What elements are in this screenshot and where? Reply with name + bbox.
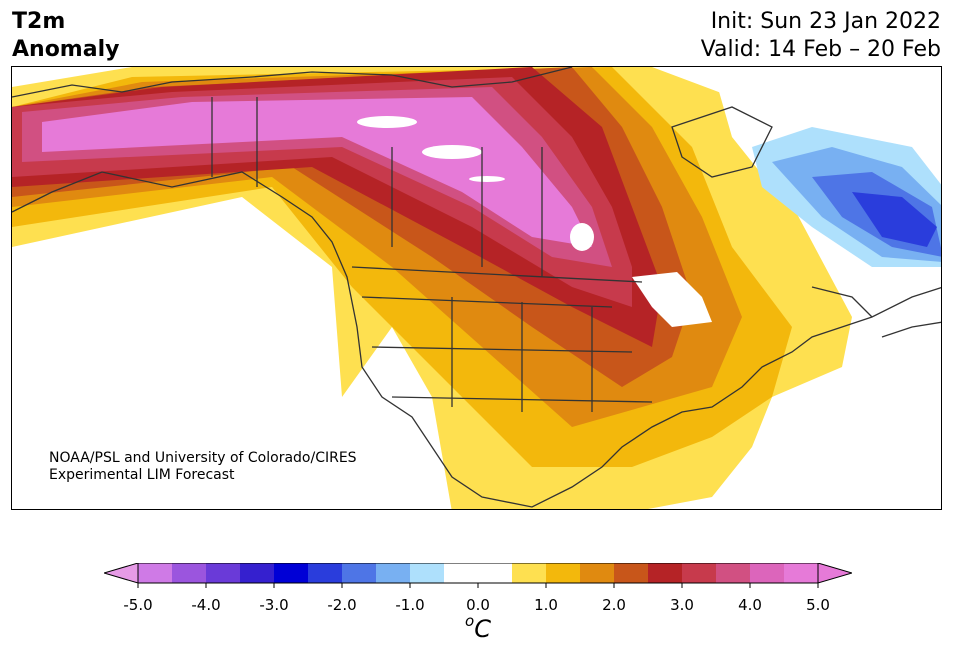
- colorbar-unit: oC: [465, 612, 491, 643]
- colorbar: [104, 563, 852, 588]
- colorbar-cell: [342, 563, 377, 583]
- colorbar-cell: [682, 563, 717, 583]
- colorbar-ticks: [137, 583, 819, 588]
- colorbar-cell: [172, 563, 207, 583]
- colorbar-cell: [274, 563, 309, 583]
- title-line-anomaly: Anomaly: [12, 37, 120, 62]
- degree-symbol: o: [465, 612, 475, 630]
- colorbar-tick-label: 1.0: [534, 596, 558, 614]
- colorbar-tick-label: -4.0: [191, 596, 221, 614]
- forecast-dates: Init: Sun 23 Jan 2022 Valid: 14 Feb – 20…: [701, 8, 941, 64]
- colorbar-cell: [716, 563, 751, 583]
- cold-anomaly-field: [752, 127, 941, 267]
- colorbar-cell: [648, 563, 683, 583]
- colorbar-cell: [410, 563, 445, 583]
- colorbar-cell: [614, 563, 649, 583]
- map-title: T2m Anomaly: [12, 8, 119, 64]
- colorbar-tick-label: 0.0: [466, 596, 490, 614]
- colorbar-cell: [376, 563, 411, 583]
- colorbar-cell: [750, 563, 785, 583]
- colorbar-cell: [478, 563, 513, 583]
- title-line-variable: T2m: [12, 9, 66, 34]
- credit-line-institutions: NOAA/PSL and University of Colorado/CIRE…: [49, 450, 357, 466]
- colorbar-tick-label: -2.0: [327, 596, 357, 614]
- anomaly-map: [11, 66, 942, 510]
- colorbar-tick-label: -1.0: [395, 596, 425, 614]
- colorbar-cell: [444, 563, 479, 583]
- colorbar-cell: [546, 563, 581, 583]
- colorbar-cell: [308, 563, 343, 583]
- colorbar-tick-label: 5.0: [806, 596, 830, 614]
- colorbar-tick-label: 3.0: [670, 596, 694, 614]
- colorbar-under-arrow: [104, 563, 139, 584]
- data-credit: NOAA/PSL and University of Colorado/CIRE…: [49, 450, 357, 484]
- colorbar-tick-label: 4.0: [738, 596, 762, 614]
- valid-range: Valid: 14 Feb – 20 Feb: [700, 37, 941, 62]
- colorbar-cell: [138, 563, 173, 583]
- warm-anomaly-field: [12, 67, 852, 509]
- colorbar-cell: [206, 563, 241, 583]
- credit-line-product: Experimental LIM Forecast: [49, 467, 235, 483]
- init-date: Init: Sun 23 Jan 2022: [710, 9, 941, 34]
- colorbar-over-arrow: [817, 563, 852, 584]
- colorbar-cell: [512, 563, 547, 583]
- colorbar-cell: [580, 563, 615, 583]
- lakes: [357, 116, 712, 327]
- unit-letter: C: [474, 615, 491, 643]
- map-canvas: [12, 67, 941, 509]
- colorbar-cells: [138, 563, 819, 583]
- colorbar-tick-label: 2.0: [602, 596, 626, 614]
- colorbar-cell: [240, 563, 275, 583]
- colorbar-tick-label: -3.0: [259, 596, 289, 614]
- colorbar-tick-label: -5.0: [123, 596, 153, 614]
- colorbar-cell: [784, 563, 819, 583]
- boundaries: [12, 67, 941, 508]
